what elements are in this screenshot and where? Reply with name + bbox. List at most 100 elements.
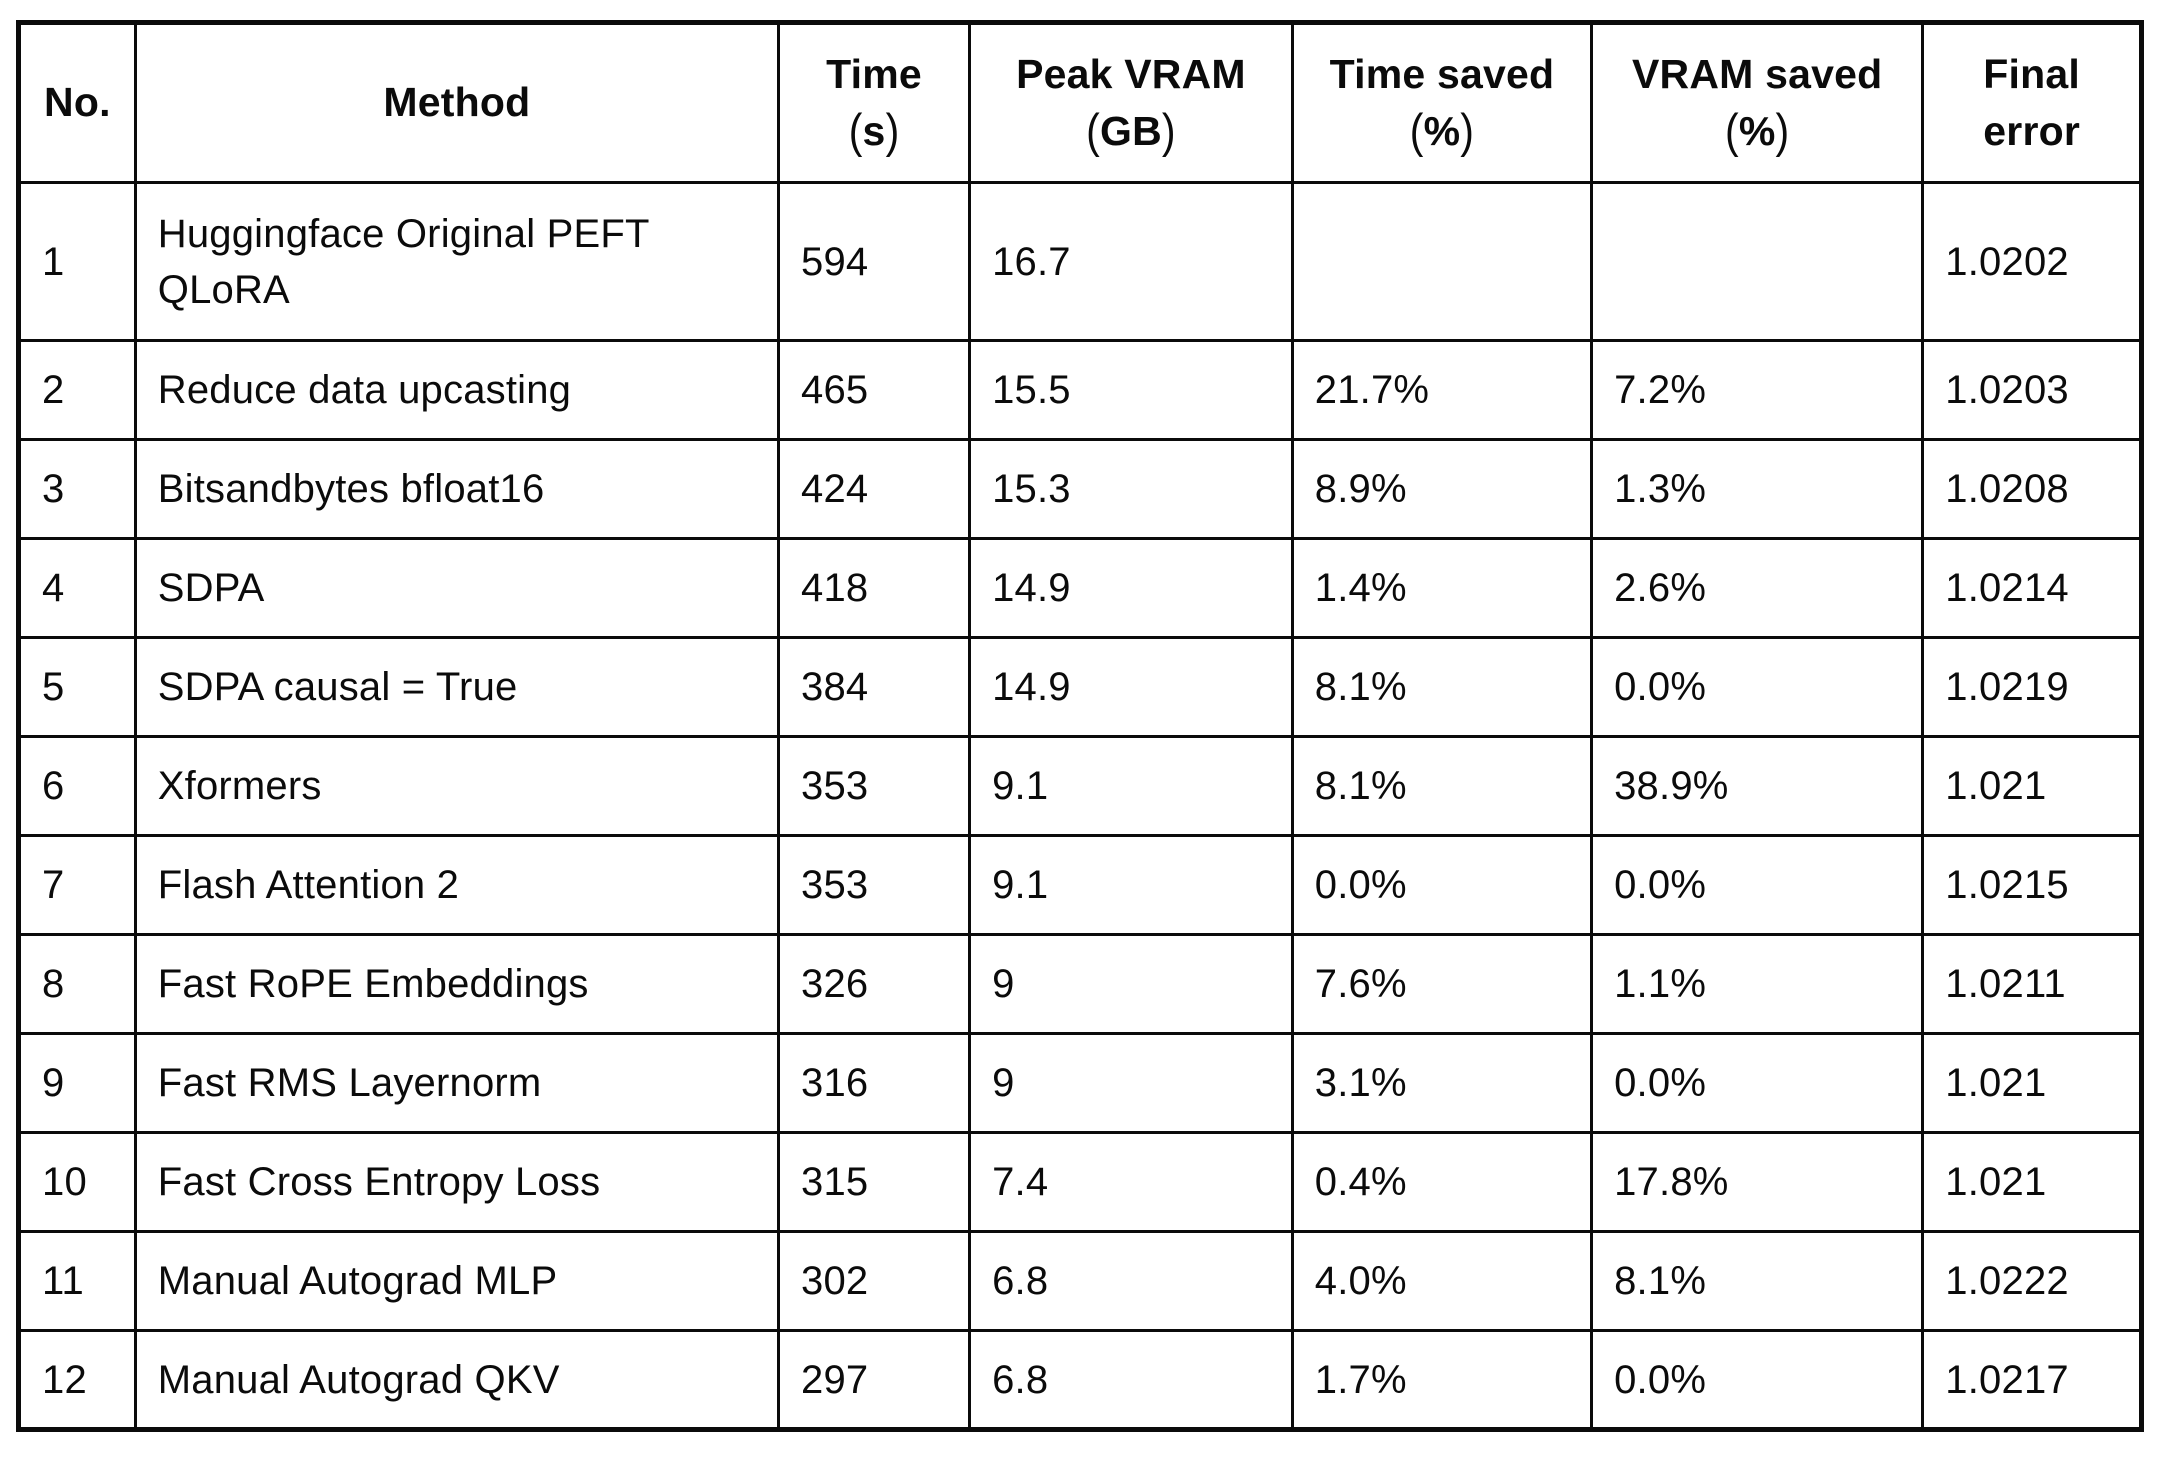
cell-final_error: 1.0219 (1921, 636, 2143, 738)
column-unit: error (1928, 106, 2135, 157)
unit-paren: ( (848, 104, 863, 158)
column-label: Final (1983, 50, 2080, 97)
column-header-no: No. (17, 21, 137, 184)
cell-no: 12 (17, 1329, 137, 1431)
cell-vram_saved_pct: 0.0% (1590, 636, 1925, 738)
cell-final_error: 1.021 (1921, 1032, 2143, 1134)
cell-time_saved_pct: 0.0% (1290, 834, 1594, 936)
cell-vram_saved_pct: 0.0% (1590, 1329, 1925, 1431)
cell-time_saved_pct: 8.1% (1290, 636, 1594, 738)
cell-peak_vram_gb: 15.3 (968, 438, 1294, 540)
cell-time_s: 424 (777, 438, 972, 540)
column-label: Time (826, 50, 922, 97)
cell-peak_vram_gb: 9 (968, 933, 1294, 1035)
unit-paren: ) (885, 104, 900, 158)
cell-method: Fast RoPE Embeddings (133, 933, 781, 1035)
header-row: No. Method Time (s) Peak VRAM (GB) Time saved(… (17, 21, 2143, 184)
table-row: 12 Manual Autograd QKV 297 6.8 1.7% 0.0% 1.021… (17, 1329, 2143, 1431)
column-header-time_saved_pct: Time saved (%) (1290, 21, 1594, 184)
table-body: 1 Huggingface Original PEFT QLoRA 594 16.7 1… (17, 181, 2143, 1431)
unit-text: GB (1099, 108, 1162, 154)
table-row: 11 Manual Autograd MLP 302 6.8 4.0% 8.1% 1.022… (17, 1230, 2143, 1332)
cell-peak_vram_gb: 16.7 (968, 181, 1294, 342)
cell-no: 5 (17, 636, 137, 738)
table-row: 2 Reduce data upcasting 465 15.5 21.7% 7.2% 1.… (17, 339, 2143, 441)
cell-peak_vram_gb: 9.1 (968, 735, 1294, 837)
column-label: No. (44, 79, 111, 126)
column-header-peak_vram_gb: Peak VRAM (GB) (968, 21, 1294, 184)
cell-final_error: 1.0215 (1921, 834, 2143, 936)
benchmark-table-container: No. Method Time (s) Peak VRAM (GB) Time saved(… (16, 20, 2144, 1432)
cell-vram_saved_pct: 8.1% (1590, 1230, 1925, 1332)
cell-time_saved_pct: 1.7% (1290, 1329, 1594, 1431)
cell-vram_saved_pct: 2.6% (1590, 537, 1925, 639)
cell-method: Reduce data upcasting (133, 339, 781, 441)
cell-no: 3 (17, 438, 137, 540)
cell-method: SDPA (133, 537, 781, 639)
column-header-method: Method (133, 21, 781, 184)
table-row: 9 Fast RMS Layernorm 316 9 3.1% 0.0% 1.021 (17, 1032, 2143, 1134)
benchmark-table: No. Method Time (s) Peak VRAM (GB) Time saved(… (16, 20, 2144, 1432)
cell-vram_saved_pct: 0.0% (1590, 1032, 1925, 1134)
cell-final_error: 1.0211 (1921, 933, 2143, 1035)
cell-peak_vram_gb: 6.8 (968, 1230, 1294, 1332)
cell-no: 9 (17, 1032, 137, 1134)
cell-time_s: 384 (777, 636, 972, 738)
cell-method: Manual Autograd MLP (133, 1230, 781, 1332)
table-row: 8 Fast RoPE Embeddings 326 9 7.6% 1.1% 1.0211 (17, 933, 2143, 1035)
cell-vram_saved_pct: 1.3% (1590, 438, 1925, 540)
cell-time_saved_pct: 0.4% (1290, 1131, 1594, 1233)
cell-time_s: 594 (777, 181, 972, 342)
cell-vram_saved_pct: 38.9% (1590, 735, 1925, 837)
unit-text: error (1983, 108, 2080, 154)
cell-time_saved_pct (1290, 181, 1594, 342)
table-row: 10 Fast Cross Entropy Loss 315 7.4 0.4% 17.8%… (17, 1131, 2143, 1233)
cell-no: 2 (17, 339, 137, 441)
cell-method: Fast RMS Layernorm (133, 1032, 781, 1134)
cell-method: Huggingface Original PEFT QLoRA (133, 181, 781, 342)
cell-no: 11 (17, 1230, 137, 1332)
column-label: Peak VRAM (1016, 50, 1246, 97)
cell-time_saved_pct: 7.6% (1290, 933, 1594, 1035)
cell-time_saved_pct: 1.4% (1290, 537, 1594, 639)
cell-time_s: 315 (777, 1131, 972, 1233)
cell-peak_vram_gb: 14.9 (968, 636, 1294, 738)
cell-final_error: 1.0214 (1921, 537, 2143, 639)
cell-vram_saved_pct (1590, 181, 1925, 342)
column-header-vram_saved_pct: VRAM saved (%) (1590, 21, 1925, 184)
cell-final_error: 1.0217 (1921, 1329, 2143, 1431)
cell-peak_vram_gb: 15.5 (968, 339, 1294, 441)
cell-final_error: 1.021 (1921, 735, 2143, 837)
table-row: 4 SDPA 418 14.9 1.4% 2.6% 1.0214 (17, 537, 2143, 639)
table-row: 1 Huggingface Original PEFT QLoRA 594 16.7 1… (17, 181, 2143, 342)
table-row: 3 Bitsandbytes bfloat16 424 15.3 8.9% 1.3% 1.0… (17, 438, 2143, 540)
cell-method: Fast Cross Entropy Loss (133, 1131, 781, 1233)
unit-paren: ( (1725, 104, 1739, 158)
cell-vram_saved_pct: 1.1% (1590, 933, 1925, 1035)
column-header-time_s: Time (s) (777, 21, 972, 184)
cell-time_s: 302 (777, 1230, 972, 1332)
cell-method: Flash Attention 2 (133, 834, 781, 936)
table-row: 5 SDPA causal = True 384 14.9 8.1% 0.0% 1.0219 (17, 636, 2143, 738)
cell-final_error: 1.0203 (1921, 339, 2143, 441)
cell-time_s: 297 (777, 1329, 972, 1431)
unit-paren: ) (1161, 104, 1176, 158)
cell-method: SDPA causal = True (133, 636, 781, 738)
unit-paren: ( (1409, 104, 1424, 158)
cell-time_saved_pct: 8.1% (1290, 735, 1594, 837)
cell-time_s: 316 (777, 1032, 972, 1134)
cell-time_s: 465 (777, 339, 972, 441)
cell-time_saved_pct: 8.9% (1290, 438, 1594, 540)
cell-final_error: 1.0202 (1921, 181, 2143, 342)
cell-time_s: 353 (777, 834, 972, 936)
cell-final_error: 1.021 (1921, 1131, 2143, 1233)
cell-time_saved_pct: 3.1% (1290, 1032, 1594, 1134)
cell-final_error: 1.0208 (1921, 438, 2143, 540)
cell-final_error: 1.0222 (1921, 1230, 2143, 1332)
cell-no: 1 (17, 181, 137, 342)
cell-method: Xformers (133, 735, 781, 837)
cell-peak_vram_gb: 9.1 (968, 834, 1294, 936)
table-row: 7 Flash Attention 2 353 9.1 0.0% 0.0% 1.0215 (17, 834, 2143, 936)
cell-vram_saved_pct: 7.2% (1590, 339, 1925, 441)
unit-paren: ) (1775, 104, 1790, 158)
